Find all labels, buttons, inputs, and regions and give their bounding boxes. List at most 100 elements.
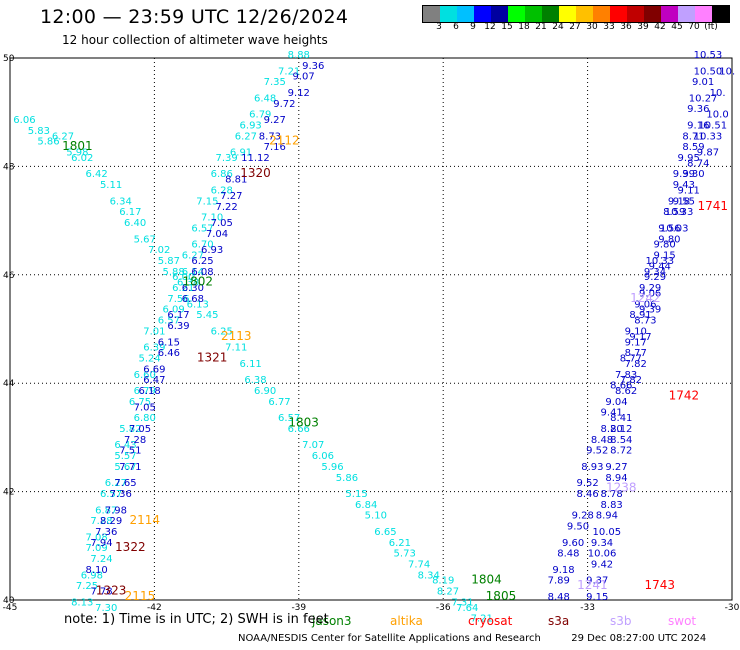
colorbar-label: 39 <box>637 22 649 32</box>
colorbar-label: 70 <box>688 22 700 32</box>
data-point: 10. <box>719 66 735 77</box>
data-point: 6.93 <box>201 245 223 256</box>
data-point: 10.03 <box>660 223 689 234</box>
x-tick-label: -45 <box>3 603 18 613</box>
data-point: 8.41 <box>610 413 632 424</box>
data-point: 9.39 <box>673 169 695 180</box>
colorbar-cell <box>491 6 508 22</box>
data-point: 8.72 <box>610 446 632 457</box>
data-point: 10.33 <box>665 207 694 218</box>
data-point: 6.86 <box>211 169 233 180</box>
credit-timestamp: 29 Dec 08:27:00 UTC 2024 <box>571 633 707 644</box>
data-point: 6.57 <box>278 413 300 424</box>
x-tick-label: -33 <box>580 603 595 613</box>
data-point: 8.48 <box>548 592 570 603</box>
data-point: 9.06 <box>634 299 656 310</box>
data-point: 6.25 <box>211 326 233 337</box>
colorbar-cell <box>678 6 695 22</box>
data-point: 6.02 <box>71 153 93 164</box>
data-point: 9.39 <box>639 305 661 316</box>
data-point: 6.27 <box>52 131 74 142</box>
data-point: 7.21 <box>278 66 300 77</box>
orbit-label: 1802 <box>182 275 213 289</box>
data-point: 9.56 <box>658 223 680 234</box>
data-point: 5.83 <box>28 126 50 137</box>
colorbar-cell <box>695 6 712 22</box>
colorbar-label: 30 <box>586 22 598 32</box>
data-point: 6.70 <box>191 240 213 251</box>
data-point: 7.28 <box>124 435 146 446</box>
data-point: 9.15 <box>586 592 608 603</box>
data-point: 7.22 <box>215 202 237 213</box>
colorbar-cell <box>440 6 457 22</box>
data-point: 8.59 <box>682 142 704 153</box>
data-point: 9.18 <box>668 196 690 207</box>
data-point: 9.43 <box>673 180 695 191</box>
colorbar-cell <box>661 6 678 22</box>
data-point: 5.67 <box>134 234 156 245</box>
data-point: 8.66 <box>610 381 632 392</box>
orbit-label: 1320 <box>240 166 271 180</box>
data-point: 6.39 <box>143 343 165 354</box>
data-point: 8.78 <box>601 489 623 500</box>
data-point: 6.17 <box>167 310 189 321</box>
legend-item: cryosat <box>468 614 513 628</box>
data-point: 8.12 <box>610 424 632 435</box>
legend-item: s3a <box>548 614 569 628</box>
colorbar-cell <box>508 6 525 22</box>
data-point: 9.72 <box>273 99 295 110</box>
data-point: 5.57 <box>114 451 136 462</box>
data-point: 6.27 <box>182 251 204 262</box>
data-point: 6.80 <box>134 413 156 424</box>
y-tick-label: 50 <box>3 54 15 64</box>
data-point: 7.07 <box>302 440 324 451</box>
colorbar-cell <box>593 6 610 22</box>
colorbar-label: 15 <box>501 22 513 32</box>
colorbar-cell <box>610 6 627 22</box>
data-point: 10.06 <box>588 549 617 560</box>
data-point: 6.65 <box>374 527 396 538</box>
data-point: 6.91 <box>230 148 252 159</box>
orbit-label: 1242 <box>630 291 661 305</box>
colorbar-label: 6 <box>453 22 459 32</box>
data-point: 7.82 <box>620 375 642 386</box>
legend-row: note: 1) Time is in UTC; 2) SWH is in fe… <box>64 612 329 627</box>
data-point: 8.77 <box>620 354 642 365</box>
orbit-label: 1804 <box>471 573 502 587</box>
x-tick-label: -42 <box>147 603 162 613</box>
data-point: 9.36 <box>687 104 709 115</box>
data-point: 5.87 <box>158 256 180 267</box>
data-point: 9.34 <box>591 538 613 549</box>
data-point: 8.20 <box>601 424 623 435</box>
colorbar-label: (ft) <box>704 22 718 32</box>
orbit-label: 1238 <box>606 481 637 495</box>
legend-item: s3b <box>610 614 632 628</box>
colorbar-label: 27 <box>569 22 581 32</box>
data-point: 7.83 <box>615 370 637 381</box>
data-point: 6.28 <box>211 186 233 197</box>
orbit-label: 1803 <box>288 416 319 430</box>
data-point: 6.08 <box>191 267 213 278</box>
data-point: 6.06 <box>312 451 334 462</box>
data-point: 6.98 <box>81 570 103 581</box>
data-point: 6.00 <box>172 272 194 283</box>
data-point: 7.56 <box>167 294 189 305</box>
colorbar-cell <box>525 6 542 22</box>
data-point: 7.16 <box>264 142 286 153</box>
data-point: 7.65 <box>114 478 136 489</box>
orbit-label: 1742 <box>669 388 700 402</box>
data-point: 9.15 <box>653 251 675 262</box>
data-point: 9.27 <box>605 462 627 473</box>
colorbar-label: 24 <box>552 22 564 32</box>
orbit-label: 2112 <box>269 134 300 148</box>
data-point: 6.57 <box>158 316 180 327</box>
data-point: 7.15 <box>196 196 218 207</box>
data-point: 8.94 <box>596 511 618 522</box>
data-point: 7.25 <box>76 581 98 592</box>
data-point: 8.74 <box>687 158 709 169</box>
data-point: 7.04 <box>206 229 228 240</box>
data-point: 9.52 <box>576 478 598 489</box>
data-point: 6.09 <box>163 305 185 316</box>
data-point: 9.04 <box>605 397 627 408</box>
data-point: 7.08 <box>86 532 108 543</box>
